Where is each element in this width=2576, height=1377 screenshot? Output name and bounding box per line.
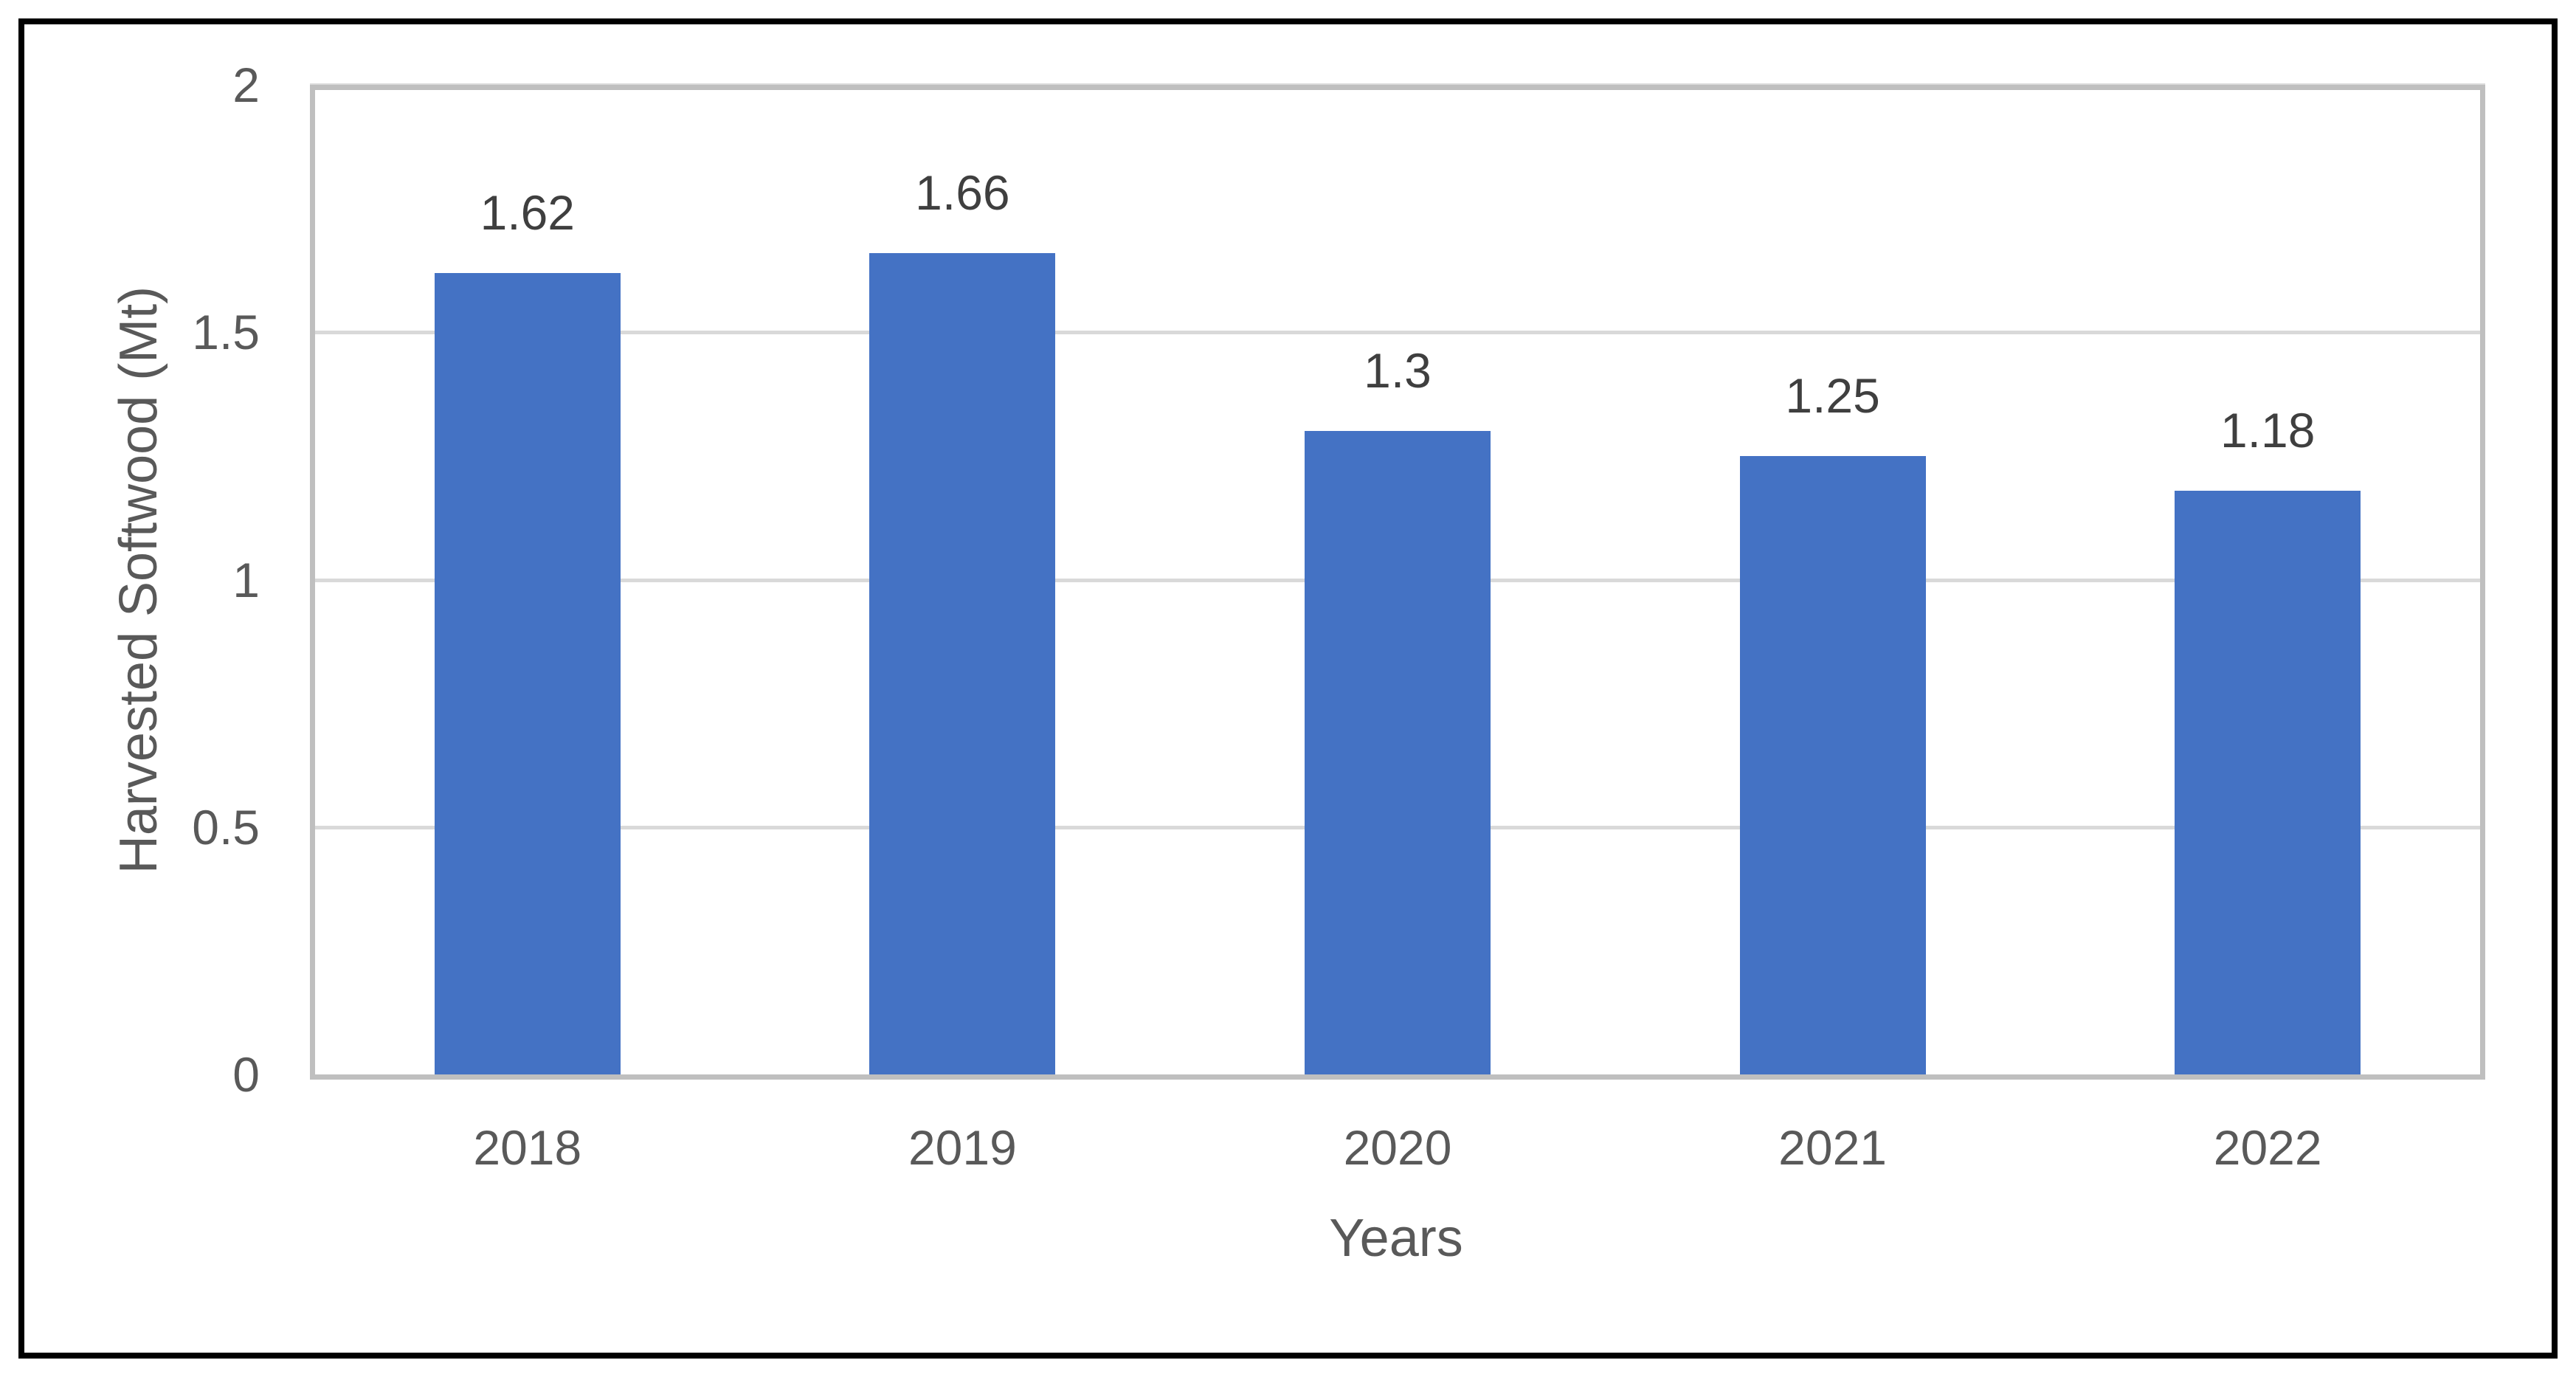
x-tick-label: 2018 xyxy=(473,1120,582,1175)
x-tick-label: 2019 xyxy=(908,1120,1017,1175)
y-axis-title: Harvested Softwood (Mt) xyxy=(109,286,168,874)
x-tick-label: 2020 xyxy=(1343,1120,1452,1175)
y-tick-label: 1.5 xyxy=(192,305,260,360)
gridline xyxy=(310,331,2485,335)
y-tick-label: 2 xyxy=(232,58,260,112)
bar-2019 xyxy=(869,252,1056,1074)
bar-value-label: 1.66 xyxy=(915,165,1010,220)
x-tick-label: 2021 xyxy=(1778,1120,1887,1175)
bar-2021 xyxy=(1739,455,1926,1074)
bar-value-label: 1.25 xyxy=(1785,367,1880,423)
y-tick-label: 1 xyxy=(232,552,260,607)
bar-2022 xyxy=(2175,490,2361,1074)
bar-value-label: 1.18 xyxy=(2220,402,2316,458)
x-tick-label: 2022 xyxy=(2213,1120,2322,1175)
bar-value-label: 1.3 xyxy=(1364,343,1432,398)
gridline xyxy=(310,83,2485,87)
bar-2018 xyxy=(434,272,621,1074)
y-tick-label: 0.5 xyxy=(192,799,260,855)
y-tick-label: 0 xyxy=(232,1047,260,1102)
bar-value-label: 1.62 xyxy=(480,184,576,240)
x-axis-title: Years xyxy=(1329,1209,1463,1268)
bar-2020 xyxy=(1305,431,1491,1074)
